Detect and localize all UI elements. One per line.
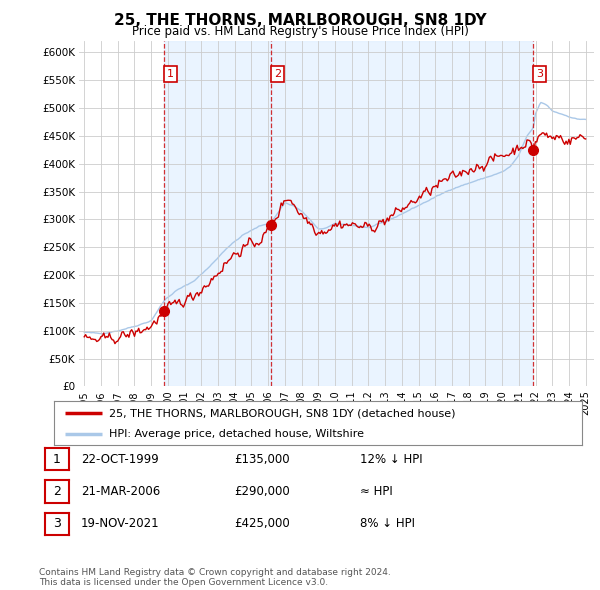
Text: 8% ↓ HPI: 8% ↓ HPI — [360, 517, 415, 530]
Text: £135,000: £135,000 — [234, 453, 290, 466]
Text: 25, THE THORNS, MARLBOROUGH, SN8 1DY: 25, THE THORNS, MARLBOROUGH, SN8 1DY — [113, 13, 487, 28]
Text: £290,000: £290,000 — [234, 485, 290, 498]
Text: 25, THE THORNS, MARLBOROUGH, SN8 1DY (detached house): 25, THE THORNS, MARLBOROUGH, SN8 1DY (de… — [109, 408, 456, 418]
Text: 12% ↓ HPI: 12% ↓ HPI — [360, 453, 422, 466]
Text: £425,000: £425,000 — [234, 517, 290, 530]
Text: 3: 3 — [536, 69, 543, 79]
Text: Price paid vs. HM Land Registry's House Price Index (HPI): Price paid vs. HM Land Registry's House … — [131, 25, 469, 38]
Text: HPI: Average price, detached house, Wiltshire: HPI: Average price, detached house, Wilt… — [109, 428, 364, 438]
Text: 19-NOV-2021: 19-NOV-2021 — [81, 517, 160, 530]
Text: 3: 3 — [53, 517, 61, 530]
Text: Contains HM Land Registry data © Crown copyright and database right 2024.
This d: Contains HM Land Registry data © Crown c… — [39, 568, 391, 587]
Text: 1: 1 — [167, 69, 174, 79]
Text: 1: 1 — [53, 453, 61, 466]
Text: 2: 2 — [274, 69, 281, 79]
Text: 2: 2 — [53, 485, 61, 498]
Text: 21-MAR-2006: 21-MAR-2006 — [81, 485, 160, 498]
Text: 22-OCT-1999: 22-OCT-1999 — [81, 453, 159, 466]
Bar — [164, 41, 271, 386]
Bar — [271, 41, 533, 386]
Text: ≈ HPI: ≈ HPI — [360, 485, 393, 498]
